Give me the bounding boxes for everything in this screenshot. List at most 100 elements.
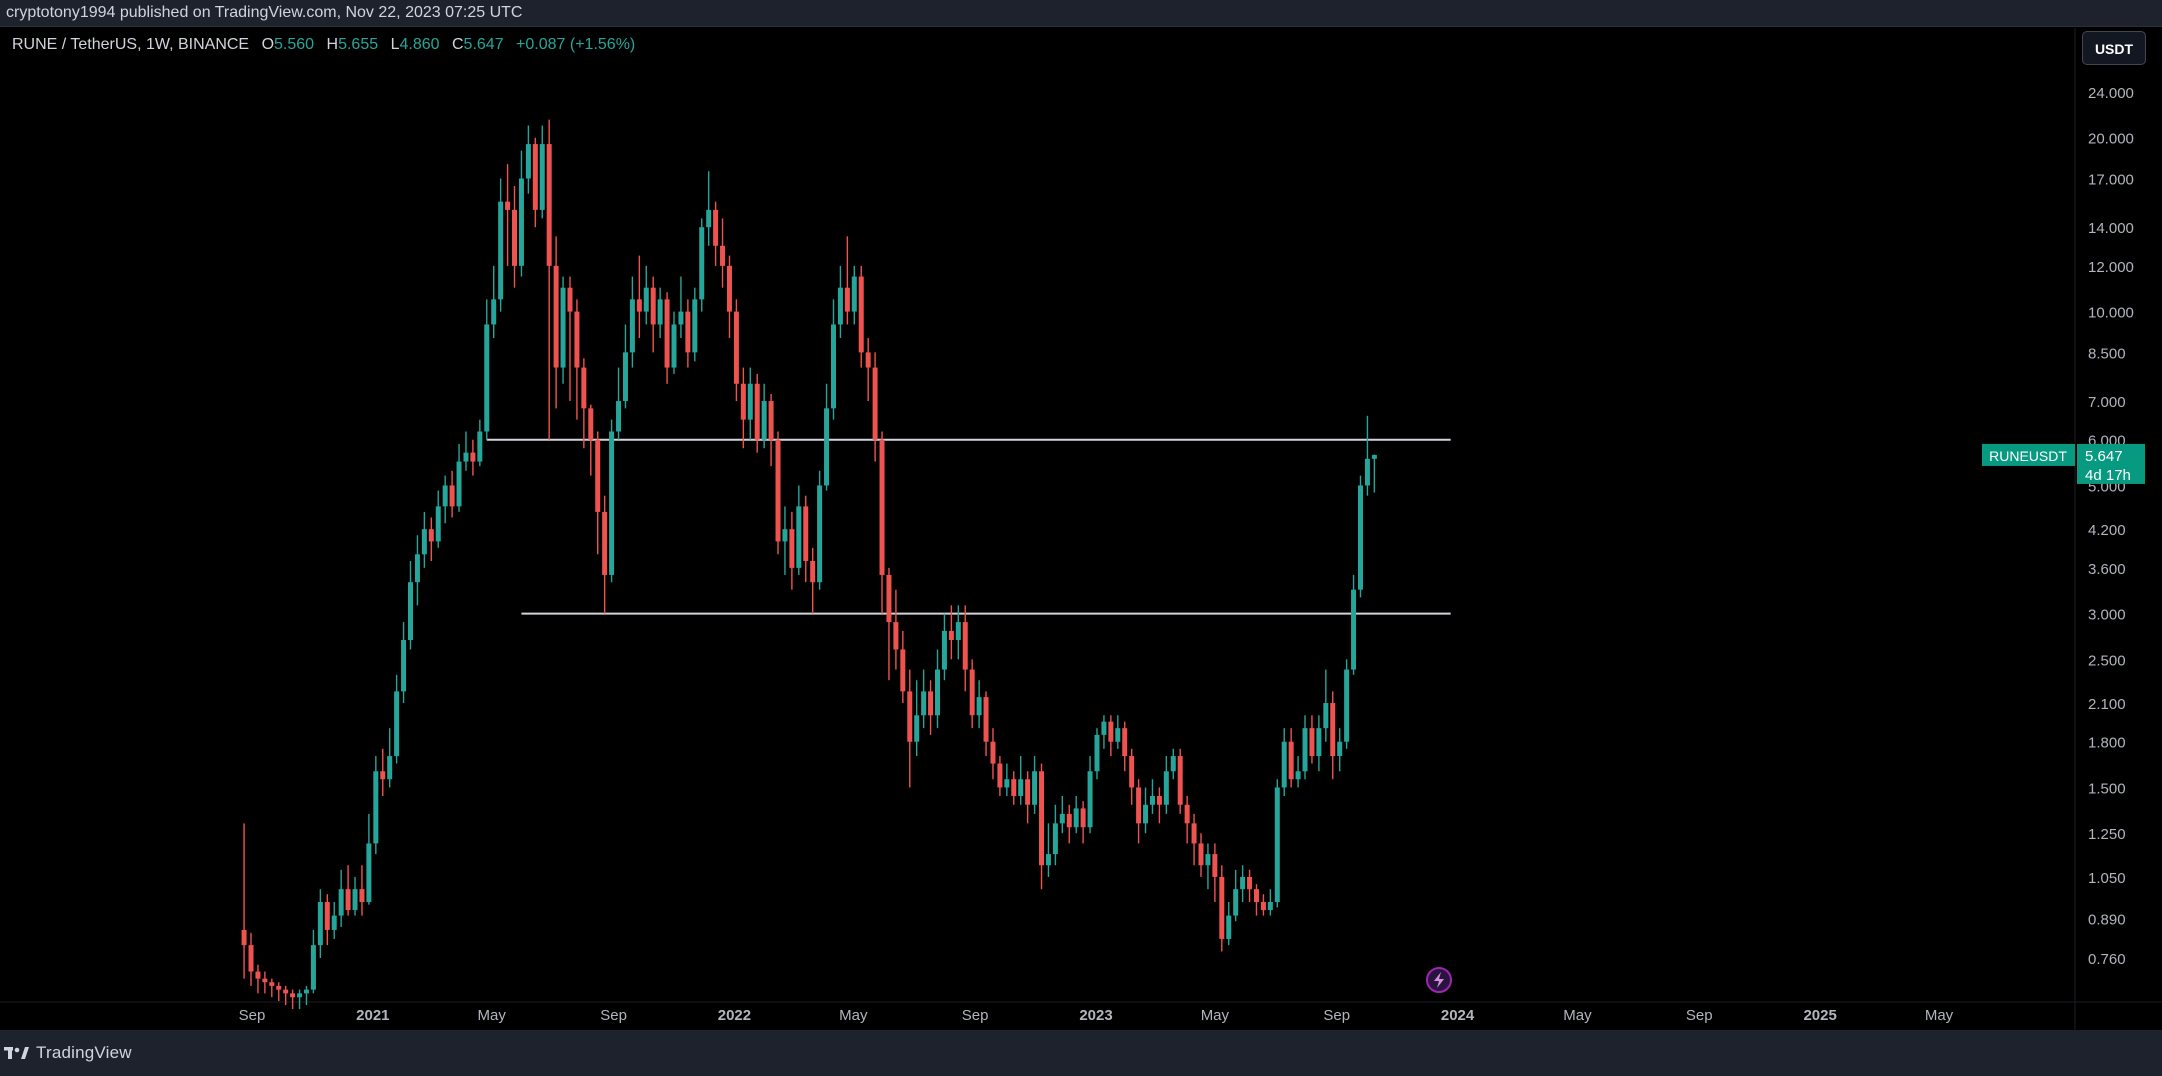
candle[interactable] (1309, 715, 1315, 764)
candle[interactable] (1337, 728, 1343, 772)
candle[interactable] (1080, 801, 1086, 844)
candle[interactable] (921, 669, 927, 729)
candle[interactable] (1143, 787, 1149, 834)
candle[interactable] (1094, 728, 1100, 780)
candle[interactable] (622, 324, 628, 409)
candle[interactable] (567, 276, 573, 402)
candle[interactable] (768, 393, 774, 467)
candle[interactable] (636, 255, 642, 339)
candle[interactable] (283, 985, 289, 1006)
candle[interactable] (525, 125, 531, 194)
candle[interactable] (1018, 756, 1024, 805)
candle[interactable] (1191, 813, 1197, 866)
candle[interactable] (1115, 715, 1121, 749)
candle[interactable] (609, 419, 615, 583)
candle[interactable] (1240, 865, 1246, 903)
candle[interactable] (858, 265, 864, 368)
candle[interactable] (692, 287, 698, 362)
candle[interactable] (1205, 843, 1211, 890)
candle[interactable] (997, 756, 1003, 796)
candle[interactable] (1156, 787, 1162, 824)
candle[interactable] (720, 218, 726, 288)
candle[interactable] (595, 431, 601, 555)
candle[interactable] (1108, 715, 1114, 757)
candle[interactable] (775, 431, 781, 555)
candle[interactable] (1011, 771, 1017, 805)
candle[interactable] (345, 865, 351, 916)
candle[interactable] (754, 373, 760, 453)
candle[interactable] (678, 276, 684, 339)
candle[interactable] (366, 813, 372, 905)
candle[interactable] (317, 889, 323, 958)
candle[interactable] (498, 178, 504, 312)
candle[interactable] (830, 299, 836, 420)
candle[interactable] (914, 680, 920, 757)
candlestick-chart[interactable]: 24.000 20.000 17.000 14.000 12.000 10.000 8.50… (0, 28, 2162, 1030)
candle[interactable] (463, 431, 469, 471)
candle[interactable] (255, 964, 261, 994)
candle[interactable] (1087, 756, 1093, 834)
candle[interactable] (269, 978, 275, 998)
candle[interactable] (935, 649, 940, 729)
candle[interactable] (990, 728, 996, 780)
candle[interactable] (733, 299, 739, 402)
candle[interactable] (740, 367, 746, 449)
candle[interactable] (713, 201, 719, 266)
candle[interactable] (1212, 843, 1218, 903)
candle[interactable] (983, 691, 989, 757)
candle[interactable] (1184, 795, 1190, 844)
candle[interactable] (428, 517, 434, 561)
candle[interactable] (262, 971, 268, 994)
candle[interactable] (969, 659, 975, 729)
candle[interactable] (671, 311, 677, 374)
candle[interactable] (657, 287, 663, 339)
candle[interactable] (1226, 902, 1232, 946)
candle[interactable] (664, 292, 670, 384)
candle[interactable] (886, 567, 892, 681)
candle[interactable] (796, 485, 802, 575)
candle[interactable] (1004, 763, 1010, 796)
candle[interactable] (1302, 715, 1308, 780)
candle[interactable] (782, 506, 788, 575)
candle[interactable] (359, 865, 365, 916)
candle[interactable] (907, 669, 913, 788)
candle[interactable] (1149, 779, 1155, 814)
candle[interactable] (1357, 475, 1363, 598)
candle[interactable] (941, 613, 947, 681)
candle[interactable] (290, 989, 296, 1010)
candle[interactable] (1364, 415, 1370, 496)
candle[interactable] (408, 560, 413, 650)
candle[interactable] (650, 276, 656, 353)
candle[interactable] (1073, 795, 1079, 834)
candle[interactable] (1316, 715, 1322, 772)
candle[interactable] (546, 119, 552, 440)
candle[interactable] (976, 680, 982, 729)
candle[interactable] (491, 265, 497, 339)
candle[interactable] (879, 431, 885, 614)
candle[interactable] (553, 236, 559, 409)
candle[interactable] (900, 630, 906, 704)
candle[interactable] (324, 894, 330, 946)
candle[interactable] (373, 756, 379, 855)
candle[interactable] (602, 495, 608, 614)
candle[interactable] (616, 367, 622, 440)
candle[interactable] (574, 299, 580, 420)
candle[interactable] (303, 985, 309, 1006)
candle[interactable] (1032, 756, 1038, 814)
candle[interactable] (928, 680, 934, 735)
candle[interactable] (1059, 795, 1065, 834)
candle[interactable] (629, 276, 635, 368)
candle[interactable] (581, 358, 587, 449)
candle[interactable] (1267, 889, 1273, 916)
candle[interactable] (1163, 756, 1169, 814)
candle[interactable] (401, 622, 407, 704)
candle[interactable] (297, 989, 303, 1010)
candle[interactable] (747, 367, 753, 440)
candle[interactable] (421, 511, 427, 568)
candle[interactable] (1129, 748, 1135, 805)
candle[interactable] (442, 475, 448, 524)
candle[interactable] (726, 255, 732, 339)
candle[interactable] (435, 490, 441, 548)
candle[interactable] (685, 299, 691, 368)
candle[interactable] (1247, 869, 1253, 903)
